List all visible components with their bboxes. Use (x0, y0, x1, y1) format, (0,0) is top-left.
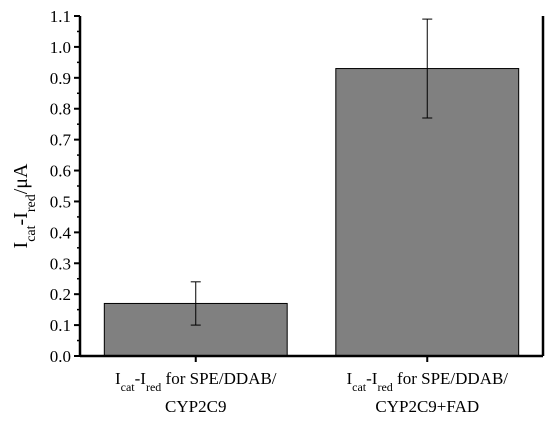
y-tick-label: 0.8 (50, 100, 71, 119)
y-tick-label: 0.0 (50, 347, 71, 366)
y-tick-label: 0.3 (50, 254, 71, 273)
x-tick-label-line1: Icat-Ired for SPE/DDAB/ (115, 369, 277, 394)
y-tick-label: 0.7 (50, 131, 72, 150)
axes (74, 15, 545, 362)
y-tick-label: 0.9 (50, 69, 71, 88)
y-axis-title: Icat-Ired/μA (10, 163, 39, 248)
y-tick-label: 0.2 (50, 285, 71, 304)
x-tick-label-line1: Icat-Ired for SPE/DDAB/ (346, 369, 508, 394)
x-tick-label-line2: CYP2C9 (165, 397, 226, 416)
y-tick-label: 0.6 (50, 162, 71, 181)
labels: 0.0 0.1 0.2 0.3 0.4 0.5 0.6 0.7 0.8 0.9 1.0 1.1 Icat… (10, 7, 508, 416)
y-tick-label: 1.0 (50, 38, 71, 57)
y-tick-label: 0.5 (50, 192, 71, 211)
plot-area (103, 18, 520, 357)
error-bar-1 (190, 281, 201, 326)
error-bar-2 (422, 18, 433, 119)
y-tick-label: 0.4 (50, 223, 72, 242)
x-tick-label-line2: CYP2C9+FAD (375, 397, 479, 416)
y-tick-label: 0.1 (50, 316, 71, 335)
y-tick-label: 1.1 (50, 7, 71, 26)
